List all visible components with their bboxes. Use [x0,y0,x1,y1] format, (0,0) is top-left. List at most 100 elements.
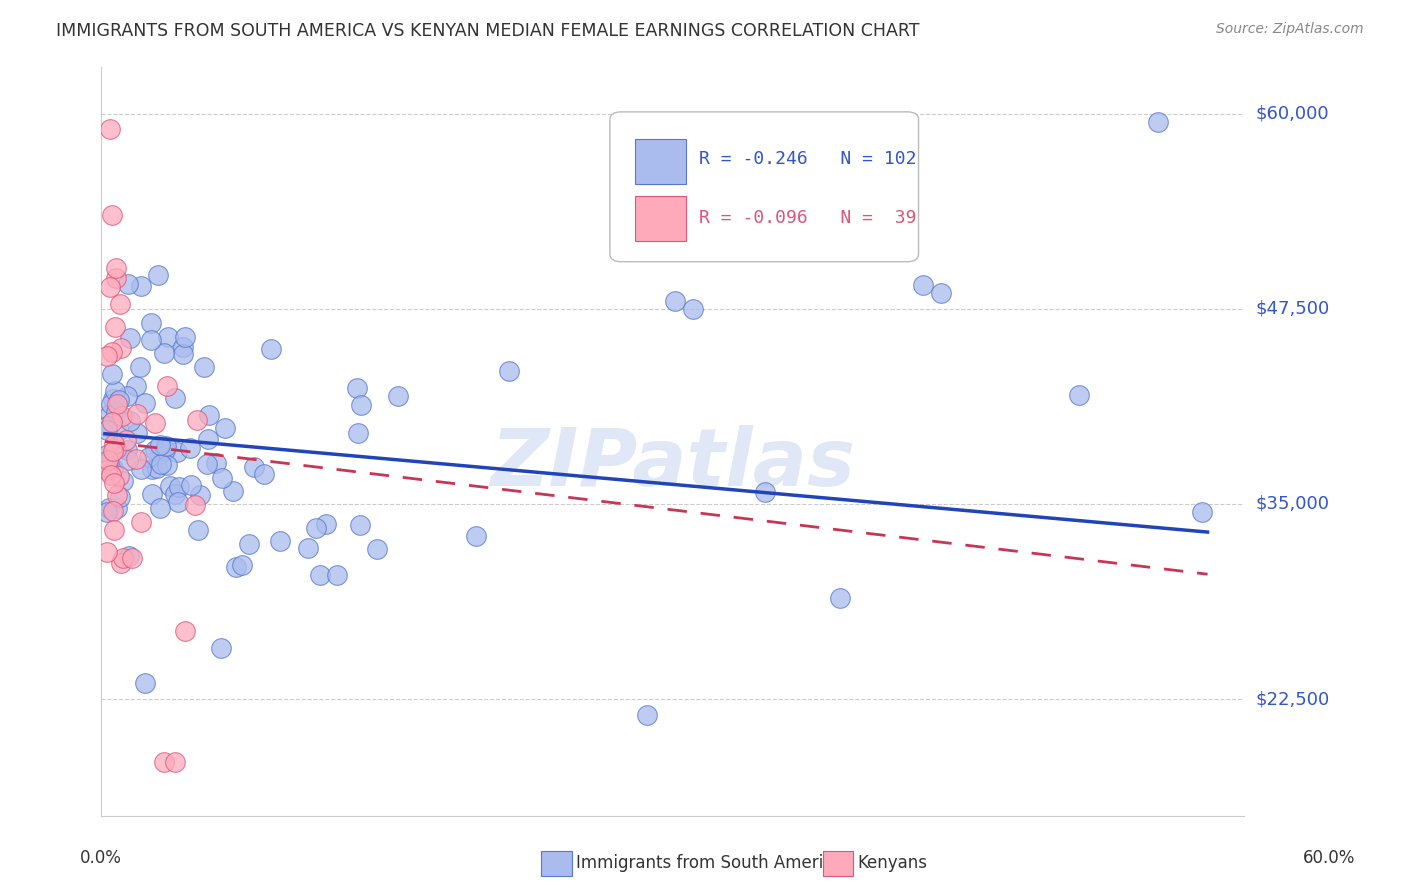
Point [146,461,169,475]
Point [120,331,142,345]
Point [97,452,120,467]
Point [107,393,129,408]
Point [238,537,260,551]
Point [129,279,152,293]
Point [139,333,162,347]
Point [96,545,118,559]
Point [103,476,125,491]
Point [155,439,177,453]
Point [121,551,143,566]
Point [125,407,148,421]
Point [498,364,520,378]
Point [108,469,131,483]
Point [118,414,141,428]
FancyBboxPatch shape [610,112,918,261]
Point [315,517,337,532]
Point [111,409,134,423]
Point [103,523,125,537]
Point [346,426,368,441]
Point [664,294,686,309]
Point [180,478,202,492]
Point [297,541,319,555]
Point [828,591,851,605]
Point [98,280,121,294]
Point [149,447,172,461]
Point [166,444,188,458]
Point [366,541,388,556]
Point [115,389,138,403]
Point [326,568,349,582]
Point [209,641,232,656]
Point [222,484,245,499]
Point [105,405,128,419]
Point [350,399,373,413]
Point [134,396,156,410]
Point [152,755,174,769]
Point [118,549,141,564]
Point [172,346,194,360]
Point [188,488,211,502]
Point [139,316,162,330]
Point [97,460,120,475]
Point [125,379,148,393]
Point [96,418,118,433]
Point [98,407,121,421]
Point [682,301,704,316]
Point [197,432,219,446]
Point [125,451,148,466]
Point [163,755,186,769]
Point [96,349,118,363]
Point [387,389,409,403]
Point [308,567,330,582]
Point [117,277,139,292]
Point [156,458,179,472]
Point [141,462,163,476]
Point [231,558,253,573]
Point [104,261,127,276]
Point [110,341,132,355]
Point [112,474,135,488]
Point [105,397,128,411]
Point [153,346,176,360]
Text: R = -0.246   N = 102: R = -0.246 N = 102 [699,150,917,168]
Point [214,420,236,434]
Point [141,487,163,501]
Point [134,676,156,690]
Point [195,457,218,471]
Point [103,504,125,518]
Point [211,471,233,485]
Text: 0.0%: 0.0% [80,849,122,867]
Point [143,417,166,431]
Point [465,529,488,543]
Text: ZIPatlas: ZIPatlas [491,425,855,503]
Point [129,359,152,374]
Point [260,342,283,356]
Point [115,433,138,447]
Point [104,270,127,285]
Point [193,359,215,374]
Point [157,329,180,343]
Point [97,447,120,461]
Point [105,488,128,502]
Point [101,367,124,381]
Text: $35,000: $35,000 [1256,495,1330,513]
Point [167,495,190,509]
Point [911,278,934,293]
Point [104,384,127,398]
Point [155,379,177,393]
Point [101,415,124,429]
Point [304,521,326,535]
Text: Immigrants from South America: Immigrants from South America [576,855,844,872]
Text: R = -0.096   N =  39: R = -0.096 N = 39 [699,210,917,227]
Point [153,442,176,457]
Point [108,423,131,437]
Point [104,320,127,334]
Point [172,340,194,354]
Point [636,707,658,722]
Point [117,443,139,458]
Point [100,122,122,136]
Point [754,485,776,500]
Point [269,533,291,548]
Point [146,268,169,283]
FancyBboxPatch shape [636,139,686,184]
